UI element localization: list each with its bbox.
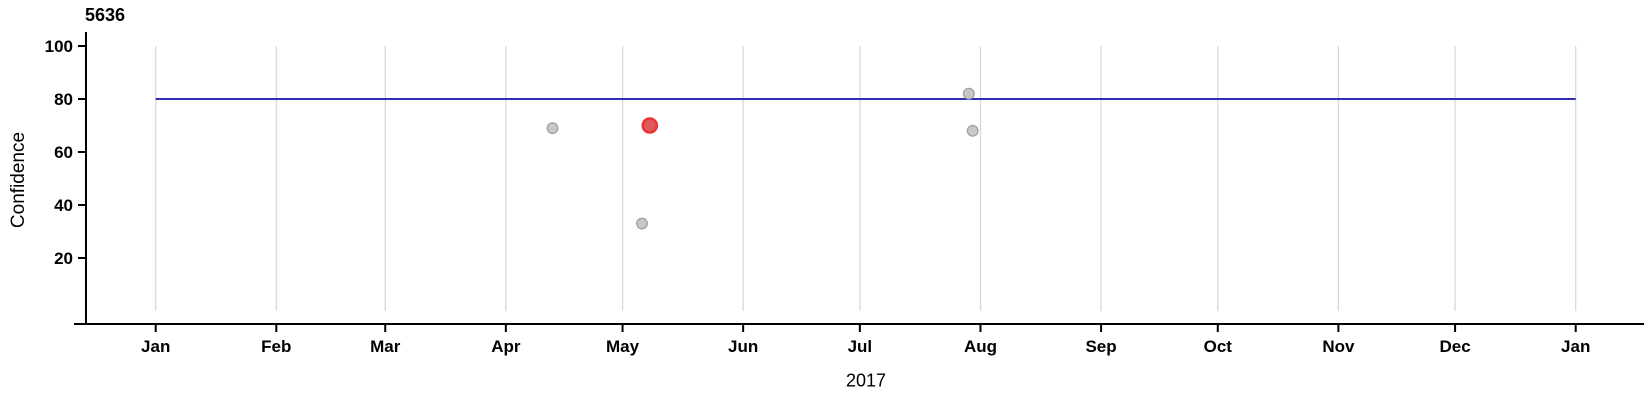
x-tick-label: Jan <box>141 337 170 356</box>
y-axis-title: Confidence <box>8 131 29 229</box>
data-point[interactable] <box>636 217 648 230</box>
data-point[interactable] <box>546 122 559 135</box>
y-tick-label: 60 <box>54 143 73 162</box>
x-tick-label: Jan <box>1561 337 1590 356</box>
x-tick-label: Nov <box>1322 337 1355 356</box>
x-tick-label: Mar <box>370 337 401 356</box>
y-tick-label: 40 <box>54 196 73 215</box>
data-point[interactable] <box>962 87 975 100</box>
data-point[interactable] <box>966 124 979 137</box>
y-tick-label: 20 <box>54 249 73 268</box>
y-tick-label: 80 <box>54 90 73 109</box>
x-tick-label: Jul <box>848 337 873 356</box>
x-tick-label: May <box>606 337 640 356</box>
x-axis-title: 2017 <box>845 370 887 391</box>
x-tick-label: Dec <box>1440 337 1471 356</box>
x-tick-label: Sep <box>1085 337 1116 356</box>
x-tick-label: Apr <box>491 337 521 356</box>
x-tick-label: Jun <box>728 337 758 356</box>
x-tick-label: Oct <box>1204 337 1233 356</box>
x-tick-label: Feb <box>261 337 291 356</box>
data-point-selected[interactable] <box>641 117 659 134</box>
chart-title: 5636 <box>85 5 126 25</box>
x-tick-label: Aug <box>964 337 997 356</box>
y-tick-label: 100 <box>45 37 73 56</box>
